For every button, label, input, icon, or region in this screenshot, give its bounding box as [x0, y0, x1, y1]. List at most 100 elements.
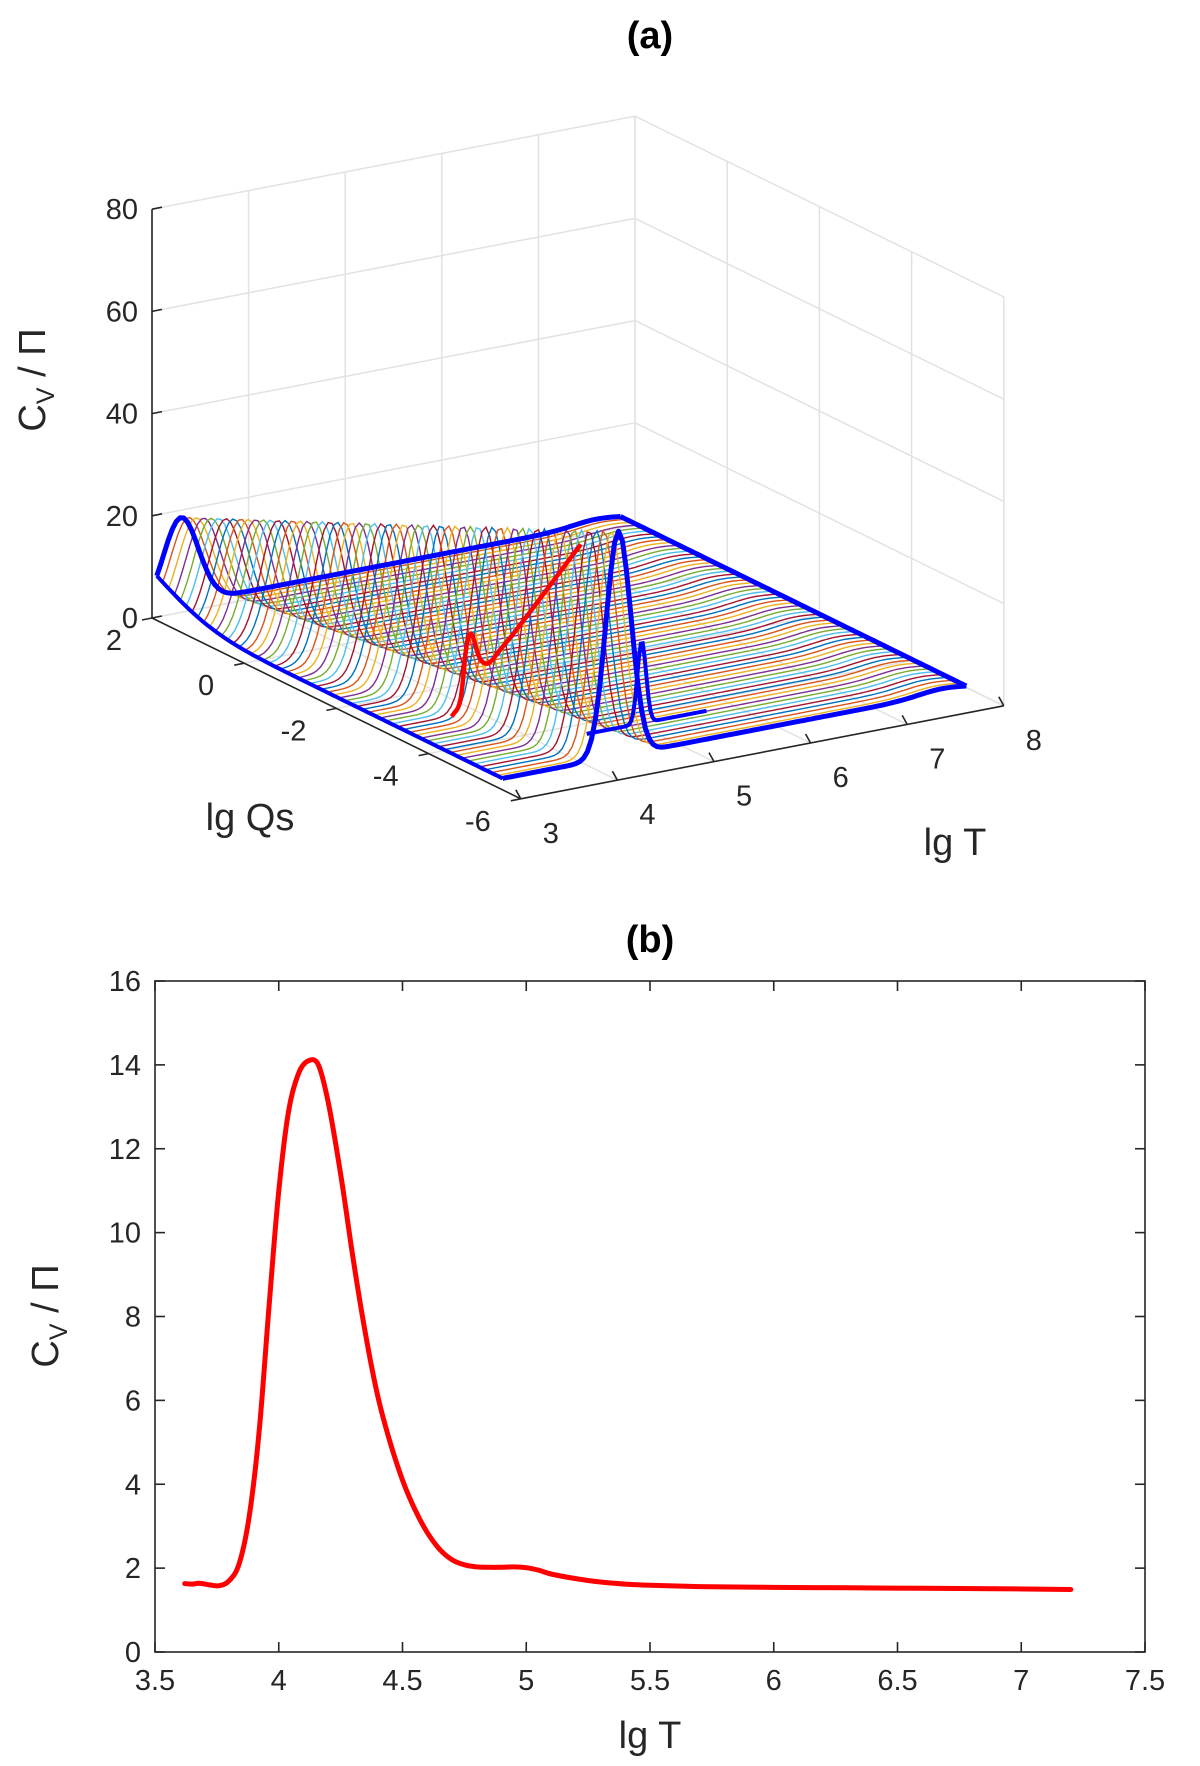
z-tick-label: 80 [106, 194, 138, 226]
y-tick-mark [326, 707, 337, 712]
panel-b-title: (b) [626, 919, 675, 961]
panel-a-curve-family [156, 515, 967, 780]
family-curve [250, 520, 715, 655]
y-tick-label: 10 [109, 1218, 141, 1250]
y-tick-label: 6 [125, 1385, 141, 1417]
family-curve [344, 523, 809, 702]
family-curve [473, 528, 938, 765]
x-tick-label: 5 [736, 781, 752, 813]
y-tick-label: 0 [198, 670, 214, 702]
x-tick-mark [515, 789, 522, 800]
x-tick-label: 6 [766, 1665, 782, 1697]
family-curve [379, 526, 844, 719]
y-tick-label: 0 [125, 1637, 141, 1669]
family-curve [437, 528, 902, 748]
back-wall-grid-line [151, 115, 636, 210]
family-curve [478, 531, 943, 768]
x-tick-label: 8 [1026, 725, 1042, 757]
y-tick-label: -6 [465, 806, 491, 838]
panel-a-y-axis-label: lg Qs [206, 797, 295, 839]
panel-a-x-axis-label: lg T [924, 822, 987, 864]
family-curve [496, 531, 961, 777]
z-tick-label: 60 [106, 296, 138, 328]
family-curve [191, 517, 656, 613]
z-tick-mark [151, 410, 163, 415]
x-tick-mark [611, 770, 619, 781]
family-curve [420, 528, 885, 739]
side-wall-grid-line [634, 217, 1005, 400]
panel-b-y-label-main: C [25, 1340, 67, 1367]
y-tick-label: 2 [125, 1553, 141, 1585]
family-curve [355, 524, 820, 708]
x-tick-label: 4 [639, 799, 655, 831]
back-wall-grid-line [151, 319, 636, 415]
panel-a-axes [141, 206, 1005, 802]
panel-b-plot-area [154, 980, 1146, 1653]
panel-a-optimal-path [449, 542, 583, 718]
panel-b-line-chart: (b) 3.5 4 4.5 5 5.5 6 6.5 7 7.5 0 2 4 6 8 10 12 14 16 lg … [25, 919, 1165, 1757]
boundary-ridge [586, 640, 707, 736]
y-tick-label: -4 [373, 761, 399, 793]
x-tick-label: 7 [929, 743, 945, 775]
family-curve [484, 529, 949, 771]
x-tick-mark [998, 696, 1005, 707]
family-curve [490, 529, 955, 774]
x-tick-label: 7 [1013, 1665, 1029, 1697]
side-wall-grid-line [634, 422, 1005, 605]
x-tick-mark [708, 752, 715, 762]
side-wall-grid-line [634, 115, 1005, 298]
panel-b-x-axis-label: lg T [619, 1715, 682, 1757]
x-tick-label: 3 [543, 818, 559, 850]
y-tick-label: 4 [125, 1469, 141, 1501]
y-tick-mark [510, 798, 521, 802]
y-tick-label: 14 [109, 1050, 141, 1082]
y-tick-label: -2 [281, 715, 307, 747]
boundary-curve-front [502, 528, 967, 781]
x-tick-label: 7.5 [1125, 1665, 1165, 1697]
x-tick-label: 5 [518, 1665, 534, 1697]
family-curve [314, 522, 779, 688]
panel-b-y-label-tail: / Π [25, 1264, 67, 1323]
z-tick-mark [151, 513, 163, 517]
y-tick-label: 12 [109, 1134, 141, 1166]
y-tick-mark [141, 617, 153, 621]
z-tick-mark [151, 206, 163, 210]
panel-a-title: (a) [627, 15, 673, 57]
z-tick-mark [151, 308, 163, 313]
panel-b-y-label-sub: V [45, 1323, 73, 1340]
back-wall-grid-line [151, 217, 636, 313]
family-curve [214, 519, 680, 632]
panel-a-z-label-main: C [12, 404, 54, 431]
y-tick-mark [418, 752, 429, 757]
family-curve [320, 523, 785, 690]
y-tick-label: 2 [106, 625, 122, 657]
z-tick-label: 0 [122, 603, 138, 635]
family-curve [396, 525, 861, 728]
y-tick-label: 16 [109, 966, 141, 998]
y-tick-mark [234, 662, 245, 666]
back-wall-grid-line [151, 422, 636, 517]
optimal-path-line [449, 542, 583, 718]
x-tick-label: 3.5 [135, 1665, 175, 1697]
x-tick-label: 6 [833, 762, 849, 794]
family-curve [373, 525, 838, 716]
family-curve [455, 528, 920, 757]
panel-b-ticks: 3.5 4 4.5 5 5.5 6 6.5 7 7.5 0 2 4 6 8 10 12 14 16 [109, 966, 1165, 1697]
panel-a-z-label-sub: V [32, 387, 60, 404]
z-tick-label: 40 [106, 399, 138, 431]
panel-a-z-label-tail: / Π [12, 328, 54, 387]
boundary-edge-low-t [155, 574, 504, 781]
boundary-curve-back [154, 514, 621, 596]
floor-grid-line [428, 659, 912, 755]
side-wall-grid-line [634, 319, 1005, 503]
panel-b-series-line [182, 1057, 1074, 1592]
x-tick-label: 5.5 [630, 1665, 670, 1697]
x-tick-mark [901, 715, 908, 725]
family-curve [449, 529, 914, 754]
family-curve [432, 527, 896, 745]
y-tick-label: 8 [125, 1302, 141, 1334]
x-tick-mark [804, 733, 812, 744]
